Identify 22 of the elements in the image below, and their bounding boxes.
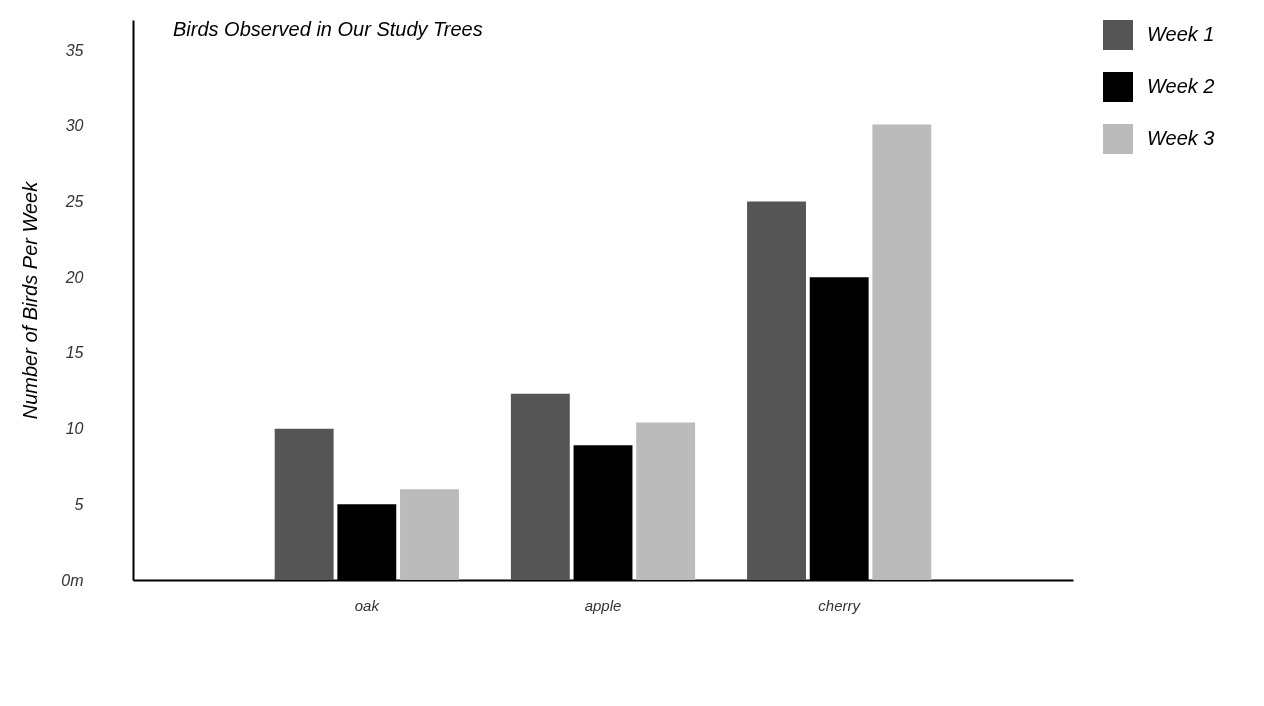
y-tick-label: 35 [65,41,84,59]
chart-title: Birds Observed in Our Study Trees [173,18,483,40]
x-tick-label: apple [584,596,622,614]
bar [510,393,570,580]
bar [872,124,932,580]
bar [636,422,696,580]
y-tick-label: 10 [65,420,84,438]
x-tick-label: cherry [818,596,862,614]
y-axis-title: Number of Birds Per Week [19,180,42,420]
bar [274,428,334,580]
legend-label: Week 1 [1147,23,1215,45]
x-tick-label: oak [354,596,381,614]
y-tick-label: 30 [65,117,84,135]
bar [400,489,459,580]
y-tick-label: 25 [64,193,84,211]
y-tick-label: 0m [61,571,84,589]
y-tick-label: 20 [64,268,84,286]
bar [747,201,806,580]
legend-label: Week 2 [1147,75,1215,97]
y-tick-label: 15 [65,344,84,362]
y-tick-label: 5 [74,495,84,513]
legend-label: Week 3 [1147,127,1215,149]
